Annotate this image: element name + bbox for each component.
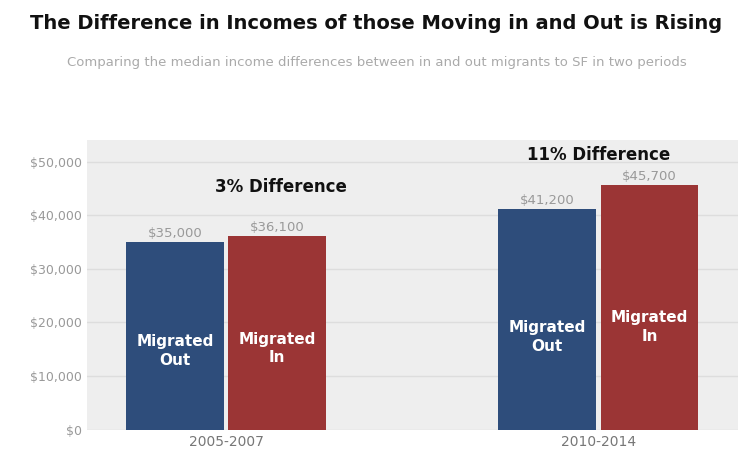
- Text: $35,000: $35,000: [148, 227, 203, 241]
- Text: Migrated
Out: Migrated Out: [136, 334, 214, 368]
- Text: $41,200: $41,200: [520, 194, 575, 207]
- Bar: [601, 184, 698, 430]
- Text: Migrated
In: Migrated In: [611, 310, 688, 344]
- Bar: [498, 209, 596, 430]
- Bar: [228, 236, 326, 430]
- Text: The Difference in Incomes of those Moving in and Out is Rising: The Difference in Incomes of those Movin…: [30, 14, 723, 33]
- Text: $45,700: $45,700: [622, 170, 677, 183]
- Text: 3% Difference: 3% Difference: [215, 178, 346, 197]
- Text: Migrated
Out: Migrated Out: [508, 320, 586, 354]
- Text: $36,100: $36,100: [250, 221, 305, 234]
- Text: Migrated
In: Migrated In: [239, 332, 316, 365]
- Text: 11% Difference: 11% Difference: [527, 146, 670, 164]
- Text: Comparing the median income differences between in and out migrants to SF in two: Comparing the median income differences …: [66, 56, 687, 69]
- Bar: [127, 242, 224, 430]
